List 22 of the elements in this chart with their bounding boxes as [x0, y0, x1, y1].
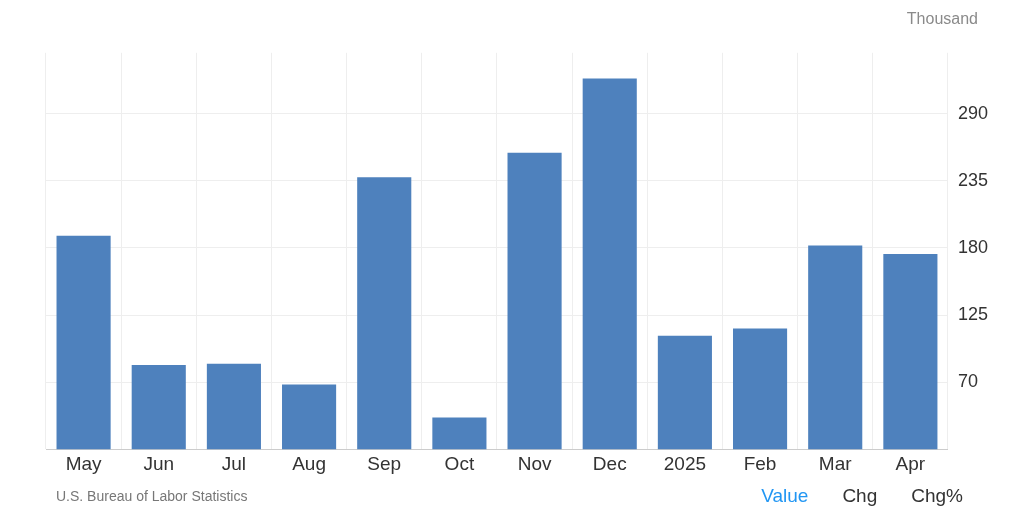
- x-tick-label: Oct: [444, 452, 475, 474]
- text: U.S. Bureau of Labor Statistics: [56, 488, 248, 504]
- x-tick-label: Jun: [143, 452, 175, 474]
- x-tick-label: Dec: [592, 452, 627, 474]
- x-tick-label: May: [65, 452, 103, 474]
- x-tick-label: Mar: [818, 452, 853, 474]
- y-tick-label: 290: [957, 102, 989, 123]
- x-tick-label: Jul: [221, 452, 247, 474]
- text: Chg%: [911, 485, 963, 507]
- x-tick-label: Aug: [292, 452, 326, 474]
- x-tick-label: Nov: [517, 452, 552, 474]
- y-tick-label: 125: [957, 304, 989, 324]
- y-tick-label: 235: [957, 169, 989, 190]
- x-tick-label: Sep: [367, 452, 402, 474]
- x-tick-label: Apr: [895, 452, 926, 474]
- x-tick-label: 2025: [663, 452, 707, 474]
- text: Value: [761, 485, 809, 507]
- text: Chg: [842, 485, 878, 507]
- y-axis-title: Thousand: [906, 10, 978, 28]
- y-tick-label: 70: [957, 371, 978, 392]
- y-tick-label: 180: [957, 236, 989, 257]
- x-tick-label: Feb: [743, 452, 777, 474]
